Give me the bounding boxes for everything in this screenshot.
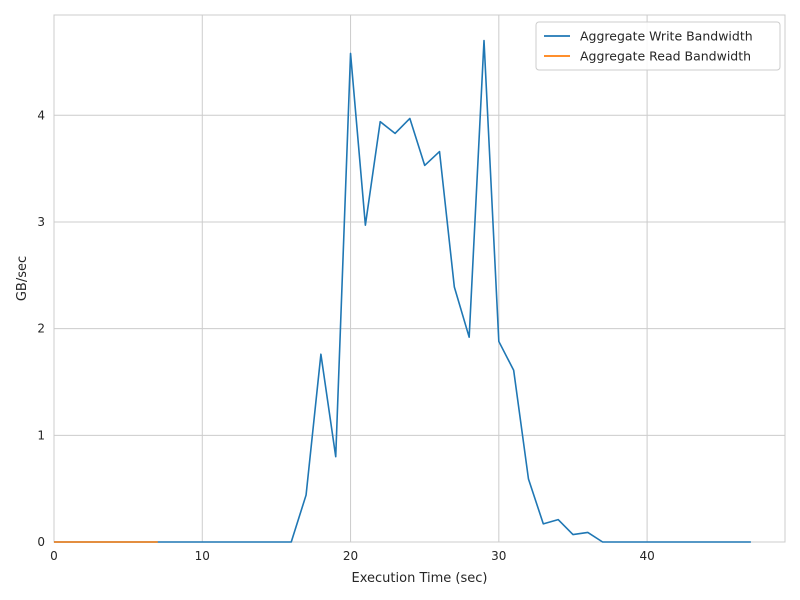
x-axis-label: Execution Time (sec) [352,571,488,586]
legend-entry: Aggregate Read Bandwidth [580,49,751,64]
x-tick-label: 0 [50,549,58,563]
y-tick-label: 1 [37,428,45,442]
grid [53,15,785,543]
x-tick-label: 30 [491,549,506,563]
tick-labels: 0 10 20 30 40 0 1 2 3 4 [37,108,654,563]
y-tick-label: 3 [37,215,45,229]
x-tick-label: 10 [195,549,210,563]
y-tick-label: 0 [37,535,45,549]
series-lines [54,39,751,543]
y-tick-label: 2 [37,322,45,336]
legend: Aggregate Write Bandwidth Aggregate Read … [535,21,781,71]
y-axis-label: GB/sec [15,256,30,301]
plot-border [53,14,786,543]
legend-box [535,21,781,71]
x-tick-label: 20 [343,549,358,563]
x-tick-label: 40 [639,549,654,563]
series-line-write-bandwidth [54,39,751,543]
legend-entry: Aggregate Write Bandwidth [580,29,753,44]
plot-frame [53,14,786,543]
y-tick-label: 4 [37,108,45,122]
